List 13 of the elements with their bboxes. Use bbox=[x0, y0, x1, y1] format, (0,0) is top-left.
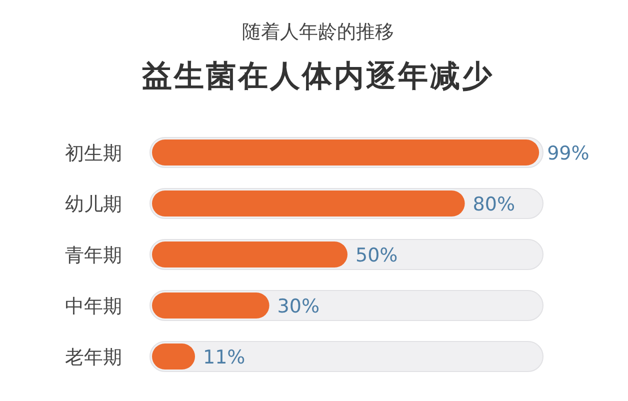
y-tick-label: 幼儿期 bbox=[65, 194, 122, 216]
data-label: 80% bbox=[472, 194, 516, 216]
bar bbox=[152, 292, 270, 318]
data-label: 50% bbox=[356, 244, 398, 266]
y-tick-label: 老年期 bbox=[65, 346, 122, 368]
data-label: 99% bbox=[547, 142, 590, 164]
chart-subtitle: 随着人年龄的推移 bbox=[242, 21, 394, 43]
y-tick-label: 中年期 bbox=[65, 296, 122, 318]
chart-title: 益生菌在人体内逐年减少 bbox=[142, 59, 494, 94]
data-label: 30% bbox=[277, 296, 320, 318]
y-tick-label: 初生期 bbox=[65, 142, 122, 164]
y-tick-label: 青年期 bbox=[65, 244, 122, 266]
data-label: 11% bbox=[203, 346, 246, 368]
